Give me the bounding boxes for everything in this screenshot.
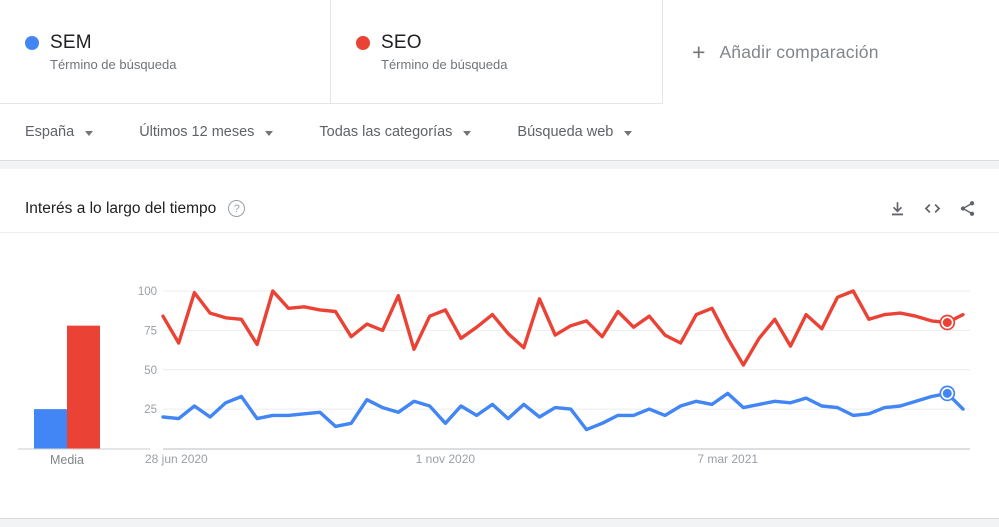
term-card-sem[interactable]: SEM Término de búsqueda	[0, 0, 331, 104]
add-comparison-button[interactable]: + Añadir comparación	[663, 0, 999, 104]
filter-bar: España Últimos 12 meses Todas las catego…	[0, 104, 999, 161]
filter-region-label: España	[25, 124, 75, 140]
add-comparison-label: Añadir comparación	[719, 41, 879, 62]
share-icon	[960, 201, 974, 216]
panel-header: Interés a lo largo del tiempo ?	[0, 169, 999, 233]
filter-search-type-label: Búsqueda web	[517, 124, 614, 140]
embed-button[interactable]	[918, 195, 946, 223]
sem-series-dot-icon	[25, 35, 39, 50]
plus-icon: +	[692, 38, 706, 65]
filter-time-range-label: Últimos 12 meses	[139, 124, 255, 140]
filter-region[interactable]: España	[25, 124, 94, 140]
share-button[interactable]	[953, 195, 981, 223]
embed-icon	[924, 203, 940, 214]
term-title: SEM	[50, 31, 92, 53]
page-background-bottom	[0, 518, 999, 527]
term-card-text: SEM Término de búsqueda	[50, 32, 176, 72]
filter-category[interactable]: Todas las categorías	[319, 124, 472, 140]
chevron-down-icon	[265, 130, 274, 136]
interest-over-time-chart[interactable]: 25 50 75 100 28 jun 2020 1 nov 2020 7 mar 2021…	[0, 234, 999, 519]
svg-text:Media: Media	[50, 453, 84, 467]
chevron-down-icon	[624, 130, 633, 136]
chevron-down-icon	[463, 130, 472, 136]
term-title: SEO	[381, 31, 422, 53]
svg-text:1 nov 2020: 1 nov 2020	[416, 452, 476, 466]
svg-text:7 mar 2021: 7 mar 2021	[697, 452, 758, 466]
term-card-text: SEO Término de búsqueda	[381, 32, 507, 72]
term-subtitle: Término de búsqueda	[50, 56, 177, 72]
download-button[interactable]	[883, 195, 911, 223]
trends-chart-svg: 25 50 75 100 28 jun 2020 1 nov 2020 7 mar 2021…	[18, 286, 970, 467]
panel-title: Interés a lo largo del tiempo	[25, 199, 217, 217]
filter-category-label: Todas las categorías	[319, 124, 453, 140]
term-subtitle: Término de búsqueda	[381, 56, 508, 72]
filter-search-type[interactable]: Búsqueda web	[517, 124, 633, 140]
svg-text:25: 25	[144, 404, 157, 416]
filter-time-range[interactable]: Últimos 12 meses	[139, 124, 274, 140]
download-icon	[891, 202, 903, 216]
seo-series-dot-icon	[356, 35, 370, 50]
term-card-seo[interactable]: SEO Término de búsqueda	[331, 0, 663, 104]
svg-text:28 jun 2020: 28 jun 2020	[145, 452, 208, 466]
interest-over-time-panel: Interés a lo largo del tiempo ?	[0, 169, 999, 518]
chevron-down-icon	[85, 130, 94, 136]
page-background-gap	[0, 161, 999, 169]
svg-text:50: 50	[144, 365, 157, 377]
svg-text:100: 100	[138, 286, 157, 298]
comparison-bar: SEM Término de búsqueda SEO Término de b…	[0, 0, 999, 104]
svg-text:75: 75	[144, 325, 157, 337]
help-icon[interactable]: ?	[228, 200, 246, 217]
